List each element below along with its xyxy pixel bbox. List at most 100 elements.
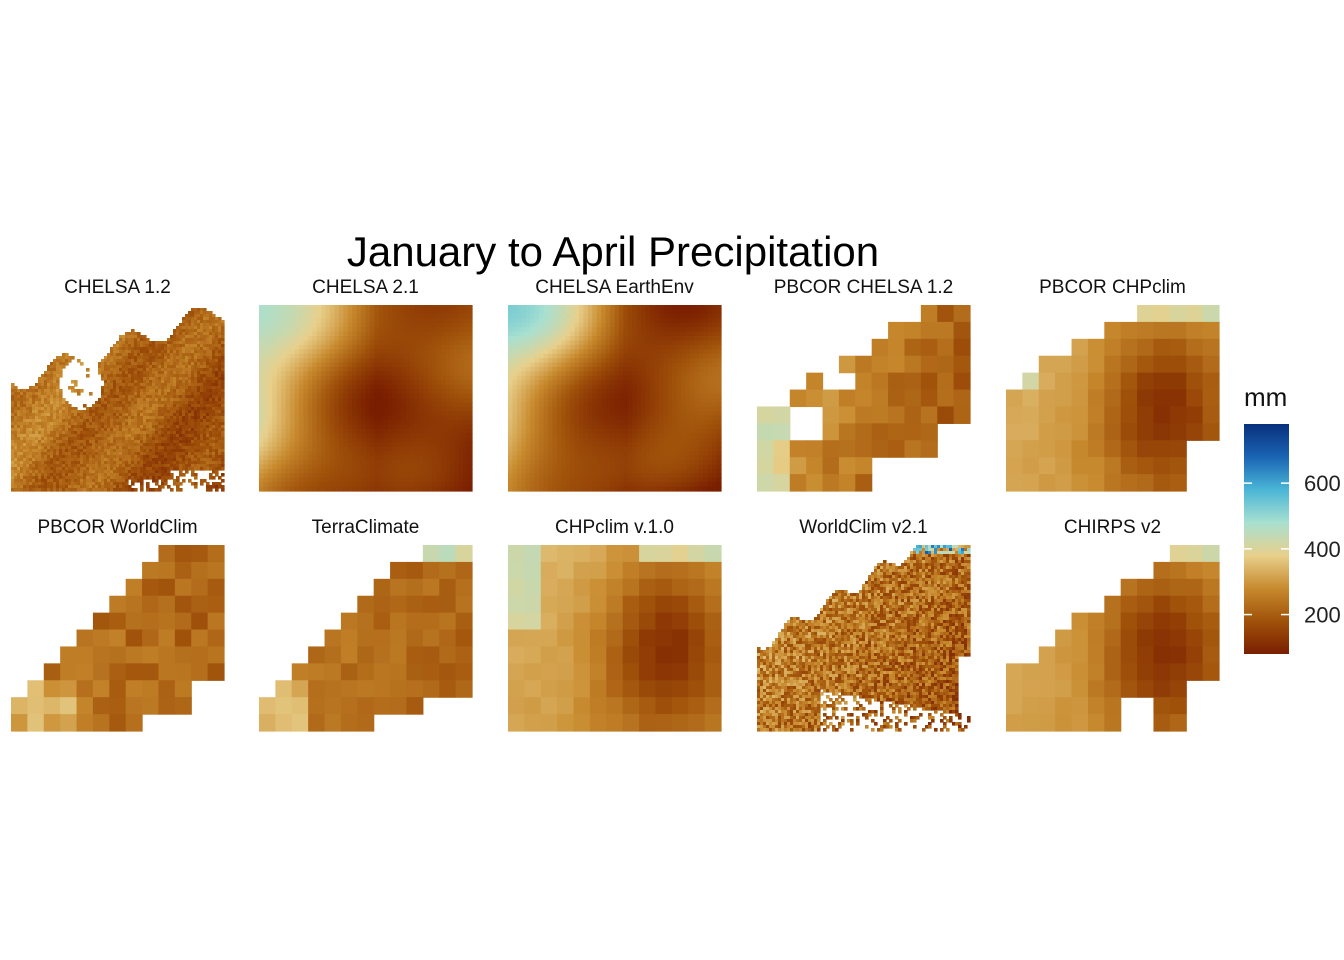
raster-cell (65, 422, 69, 426)
raster-cell (188, 383, 192, 387)
raster-cell (463, 411, 469, 417)
raster-cell (321, 384, 327, 390)
raster-cell (11, 395, 15, 399)
raster-cell (80, 440, 84, 444)
raster-cell (185, 347, 189, 351)
raster-cell (59, 416, 63, 420)
raster-cell (74, 473, 78, 477)
raster-cell (267, 313, 273, 319)
raster-cell (361, 358, 367, 364)
raster-cell (155, 383, 159, 387)
raster-cell (110, 416, 114, 420)
raster-cell (203, 335, 207, 339)
raster-cell (35, 425, 39, 429)
raster-cell (338, 464, 344, 470)
raster-cell (378, 451, 384, 457)
raster-cell (387, 433, 393, 439)
raster-cell (212, 455, 216, 459)
raster-cell (179, 329, 183, 333)
raster-cell (215, 434, 219, 438)
raster-cell (281, 349, 287, 355)
raster-cell (38, 437, 42, 441)
raster-cell (143, 356, 147, 360)
raster-cell (316, 358, 322, 364)
raster-cell (128, 338, 132, 342)
raster-cell (167, 407, 171, 411)
raster-cell (365, 331, 371, 337)
raster-cell (41, 410, 45, 414)
raster-cell (209, 362, 213, 366)
raster-cell (361, 318, 367, 324)
raster-cell (307, 313, 313, 319)
raster-cell (179, 350, 183, 354)
raster-cell (44, 488, 48, 492)
raster-cell (164, 350, 168, 354)
raster-cell (281, 455, 287, 461)
raster-cell (167, 410, 171, 414)
raster-cell (29, 419, 33, 423)
raster-cell (401, 464, 407, 470)
raster-cell (409, 362, 415, 368)
raster-cell (454, 358, 460, 364)
raster-cell (414, 340, 420, 346)
raster-cell (449, 375, 455, 381)
raster-cell (56, 488, 60, 492)
raster-cell (122, 398, 126, 402)
raster-cell (89, 461, 93, 465)
raster-cell (215, 437, 219, 441)
raster-cell (140, 344, 144, 348)
raster-cell (414, 322, 420, 328)
raster-cell (206, 482, 210, 486)
raster-cell (267, 371, 273, 377)
raster-cell (356, 451, 362, 457)
raster-cell (334, 362, 340, 368)
raster-cell (321, 389, 327, 395)
raster-cell (29, 446, 33, 450)
raster-cell (38, 434, 42, 438)
raster-cell (98, 416, 102, 420)
raster-cell (463, 305, 469, 311)
raster-cell (281, 331, 287, 337)
raster-cell (158, 386, 162, 390)
raster-cell (352, 362, 358, 368)
raster-cell (104, 473, 108, 477)
raster-cell (303, 384, 309, 390)
raster-cell (267, 429, 273, 435)
raster-cell (125, 479, 129, 483)
raster-cell (44, 428, 48, 432)
raster-cell (259, 451, 265, 457)
raster-cell (215, 410, 219, 414)
raster-cell (325, 362, 331, 368)
raster-cell (53, 470, 57, 474)
raster-cell (14, 476, 18, 480)
raster-cell (119, 344, 123, 348)
raster-cell (290, 336, 296, 342)
raster-cell (89, 488, 93, 492)
raster-cell (200, 350, 204, 354)
raster-cell (356, 389, 362, 395)
raster-cell (312, 411, 318, 417)
raster-cell (338, 393, 344, 399)
raster-cell (158, 353, 162, 357)
raster-cell (107, 413, 111, 417)
raster-cell (440, 446, 446, 452)
raster-cell (463, 362, 469, 368)
raster-cell (128, 344, 132, 348)
raster-cell (185, 407, 189, 411)
raster-cell (343, 468, 349, 474)
raster-cell (62, 416, 66, 420)
raster-cell (104, 479, 108, 483)
raster-cell (161, 410, 165, 414)
raster-cell (365, 455, 371, 461)
raster-cell (179, 422, 183, 426)
raster-cell (74, 455, 78, 459)
raster-cell (212, 377, 216, 381)
raster-cell (122, 422, 126, 426)
raster-cell (113, 464, 117, 468)
raster-cell (418, 446, 424, 452)
raster-cell (427, 406, 433, 412)
raster-cell (143, 401, 147, 405)
raster-cell (149, 422, 153, 426)
raster-cell (17, 401, 21, 405)
raster-cell (285, 455, 291, 461)
